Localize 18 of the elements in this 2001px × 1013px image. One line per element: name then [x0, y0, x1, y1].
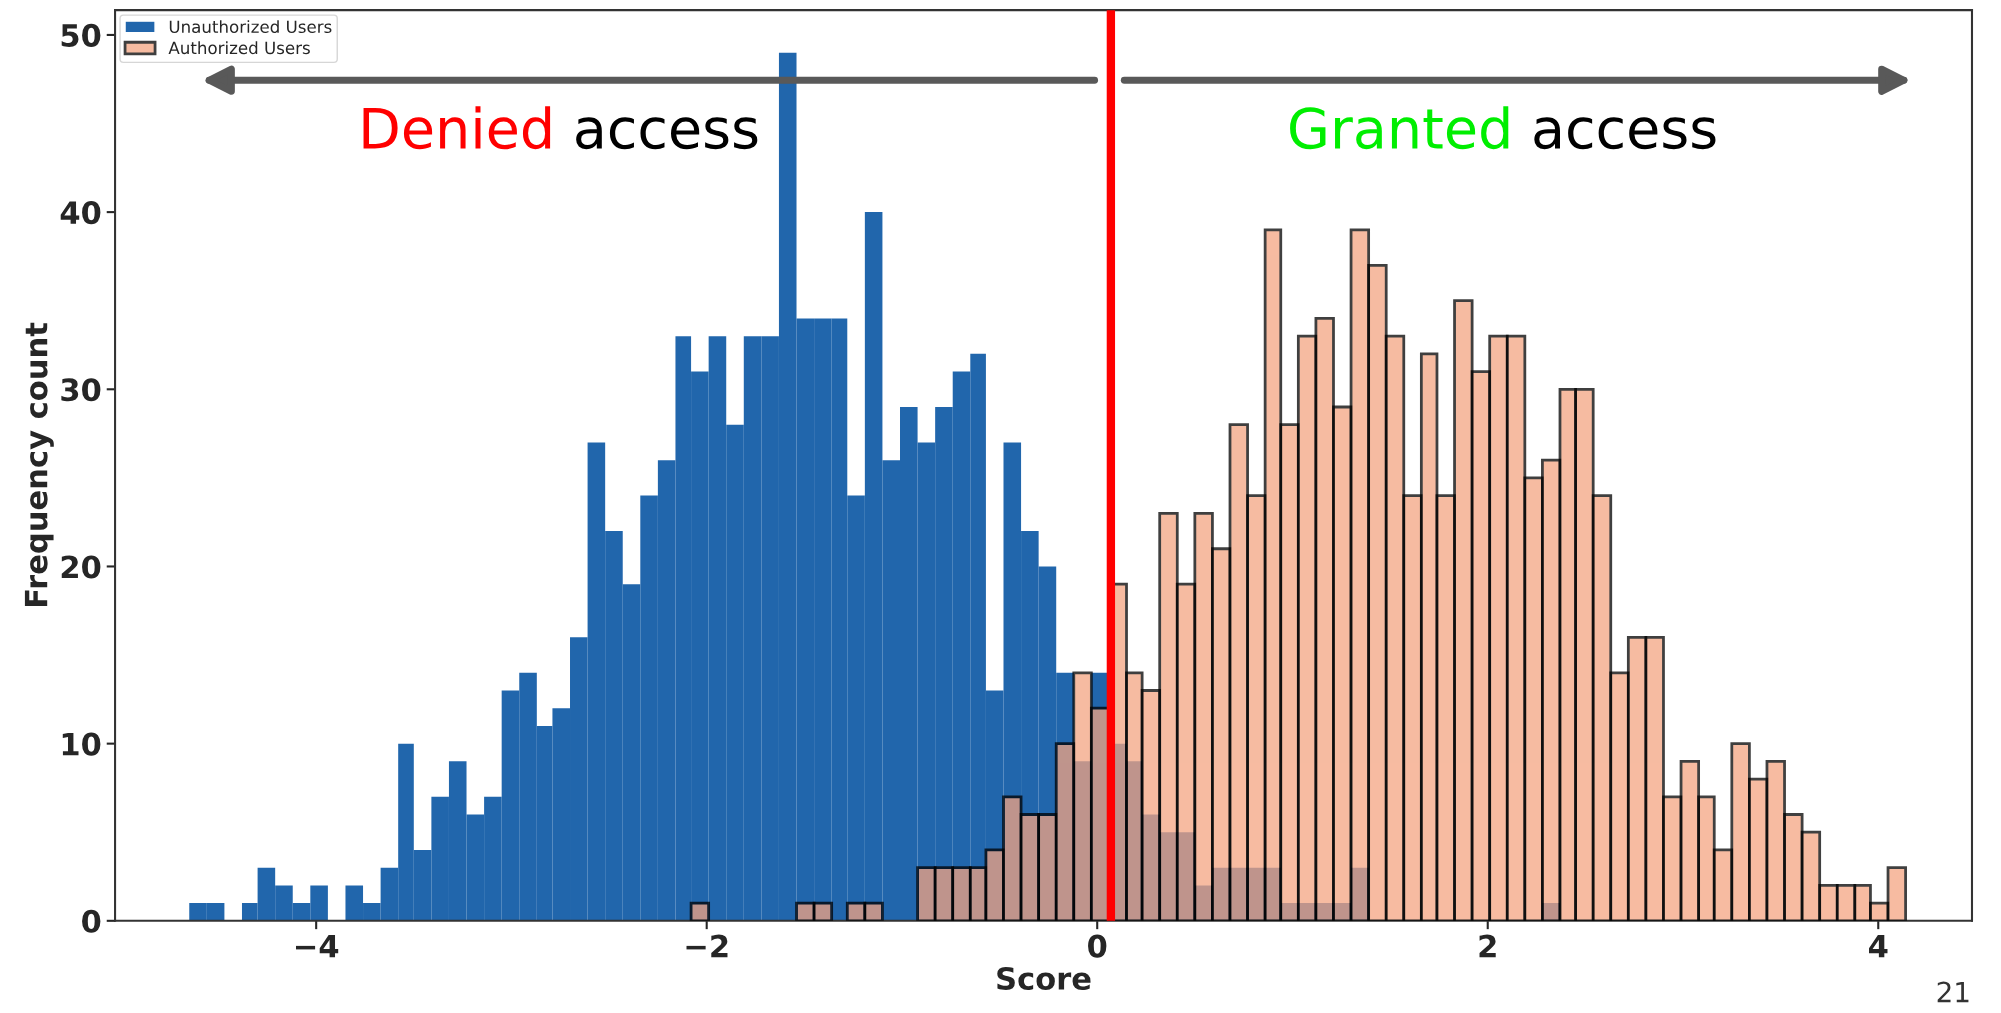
x-tick-label: 0 [1088, 934, 1107, 958]
y-tick-label: 40 [60, 201, 101, 225]
y-tick-label: 10 [62, 732, 101, 756]
x-tick-label: 2 [1479, 934, 1496, 958]
y-tick-label: 20 [61, 555, 101, 579]
x-tick-label: −2 [686, 934, 728, 958]
y-tick-label: 0 [82, 909, 101, 933]
y-axis-title: Frequency count [24, 322, 54, 607]
annotation: Denied access [363, 106, 758, 150]
legend-label: Unauthorized Users [169, 20, 332, 34]
x-axis-title: Score [997, 966, 1091, 991]
x-tick-label: −4 [295, 934, 339, 958]
legend-label: Authorized Users [168, 41, 310, 55]
y-tick-label: 30 [61, 378, 101, 402]
text: 21 [1937, 981, 1969, 1003]
y-tick-label: 50 [61, 23, 101, 47]
annotation: Granted access [1290, 106, 1716, 150]
x-tick-label: 4 [1869, 934, 1888, 958]
